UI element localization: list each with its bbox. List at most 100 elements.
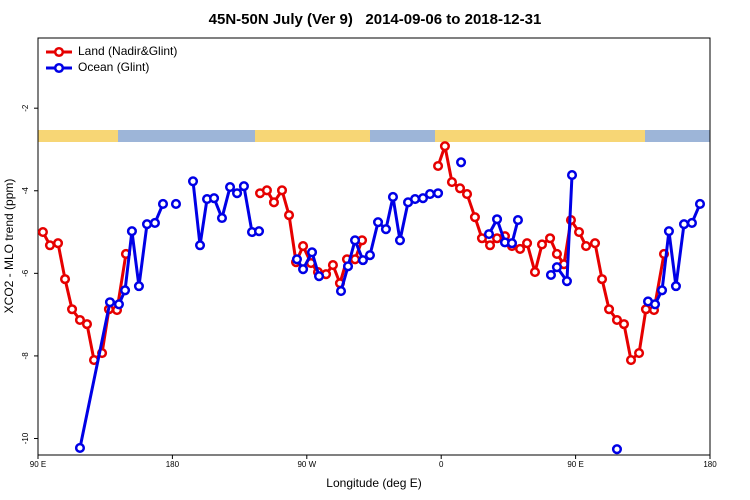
data-point	[44, 240, 55, 251]
data-point	[364, 250, 376, 261]
data-point	[417, 193, 429, 204]
data-point	[561, 276, 572, 287]
data-point	[349, 235, 361, 246]
x-axis-label: Longitude (deg E)	[326, 476, 421, 490]
data-point	[551, 262, 562, 273]
data-point	[126, 226, 137, 237]
data-point	[170, 198, 182, 210]
map-land	[38, 130, 118, 142]
data-point	[224, 181, 236, 193]
chart-title: 45N-50N July (Ver 9) 2014-09-06 to 2018-…	[209, 11, 542, 28]
data-point	[209, 193, 220, 204]
y-tick-label: -8	[21, 352, 30, 360]
data-point	[394, 235, 406, 246]
data-point	[596, 274, 608, 285]
data-point	[342, 261, 354, 272]
legend-label: Ocean (Glint)	[78, 60, 149, 74]
data-point	[194, 240, 206, 251]
data-point	[306, 247, 318, 258]
data-point	[611, 314, 623, 326]
data-point	[566, 170, 578, 181]
data-point	[678, 219, 690, 230]
data-point	[439, 141, 450, 152]
data-point	[298, 264, 309, 275]
data-point	[625, 354, 637, 366]
data-point	[657, 285, 668, 296]
series	[37, 141, 670, 366]
x-tick-label: 90 E	[567, 460, 583, 469]
data-point	[120, 285, 131, 296]
legend: Land (Nadir&Glint) Ocean (Glint)	[46, 44, 177, 74]
data-point	[187, 176, 199, 187]
data-point	[276, 185, 288, 196]
x-tick-label: 90 W	[297, 460, 316, 469]
data-point	[349, 254, 361, 265]
data-point	[551, 248, 562, 259]
legend-marker	[53, 46, 65, 58]
data-point	[291, 254, 302, 265]
series	[74, 157, 706, 455]
plot-frame	[37, 37, 711, 456]
data-point	[113, 299, 124, 310]
data-point	[313, 271, 325, 282]
data-point	[216, 212, 228, 224]
data-point	[604, 304, 615, 315]
data-point	[66, 304, 78, 315]
data-point	[424, 189, 436, 200]
data-point	[469, 212, 480, 223]
data-point	[694, 198, 706, 210]
data-point	[492, 214, 503, 225]
data-point	[454, 183, 466, 194]
data-point	[410, 193, 421, 205]
data-point	[476, 233, 488, 244]
map-strip	[38, 130, 710, 142]
data-point	[634, 347, 645, 359]
data-point	[536, 239, 548, 250]
data-point	[372, 217, 384, 228]
map-land	[255, 130, 370, 142]
y-tick-label: -6	[21, 269, 30, 277]
data-point	[483, 229, 495, 240]
data-point	[380, 224, 391, 235]
data-point	[238, 181, 249, 192]
data-point	[581, 241, 592, 252]
legend-label: Land (Nadir&Glint)	[78, 44, 177, 58]
data-point	[663, 226, 674, 237]
x-tick-label: 90 E	[30, 460, 46, 469]
data-point	[611, 444, 623, 455]
y-tick-label: -4	[21, 187, 30, 195]
data-point	[335, 286, 347, 297]
data-point	[506, 238, 518, 249]
data-point	[589, 238, 601, 249]
data-point	[149, 217, 160, 229]
data-point	[529, 267, 541, 278]
data-point	[545, 233, 556, 244]
data-point	[640, 304, 651, 315]
data-point	[433, 160, 444, 172]
data-point	[387, 191, 399, 203]
data-point	[545, 269, 557, 281]
data-point	[141, 219, 153, 230]
data-point	[74, 442, 86, 454]
data-point	[232, 188, 243, 199]
data-point	[484, 240, 496, 251]
data-point	[357, 255, 368, 266]
data-point	[261, 185, 272, 196]
data-point	[283, 210, 295, 221]
data-point	[104, 297, 116, 308]
data-point	[573, 226, 585, 238]
data-point	[268, 197, 279, 208]
x-tick-label: 180	[166, 460, 180, 469]
data-point	[618, 319, 630, 330]
y-tick-label: -10	[21, 432, 30, 444]
data-point	[133, 281, 144, 292]
x-tick-label: 0	[439, 460, 444, 469]
data-point	[461, 189, 473, 200]
data-point	[433, 188, 444, 199]
data-point	[514, 243, 526, 255]
data-point	[298, 241, 309, 252]
data-point	[522, 238, 533, 249]
data-point	[59, 274, 71, 285]
